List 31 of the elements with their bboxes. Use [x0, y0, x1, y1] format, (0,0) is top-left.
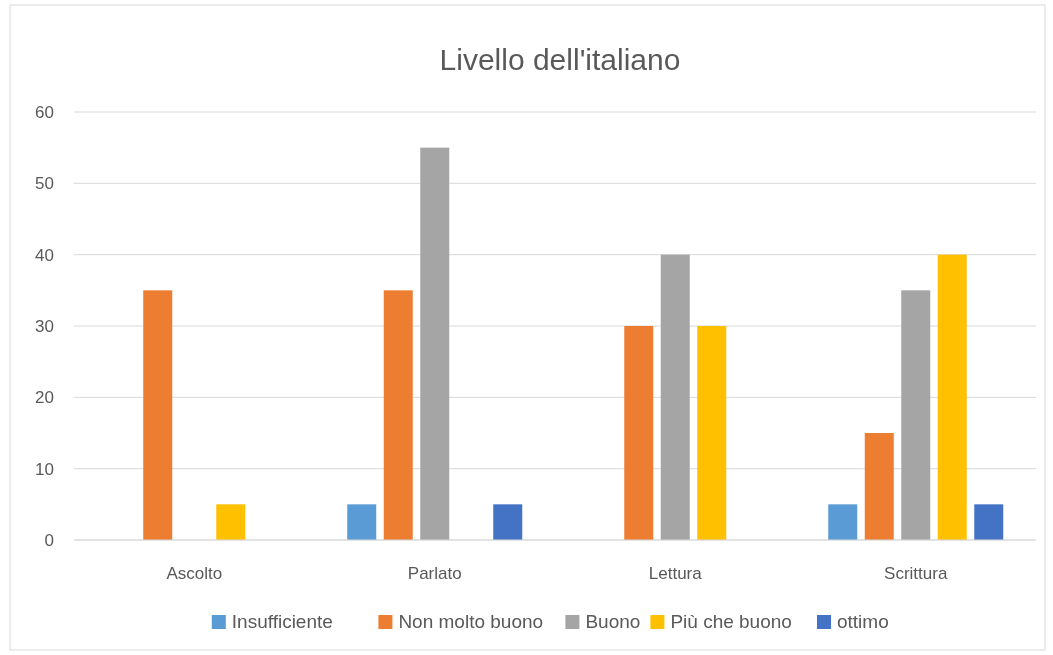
bar — [420, 147, 450, 540]
bar — [697, 326, 727, 540]
bar — [347, 504, 377, 540]
legend-label: Buono — [585, 611, 641, 632]
x-tick-label: Scrittura — [884, 564, 948, 583]
legend-label: Insufficiente — [231, 611, 333, 632]
x-tick-label: Lettura — [648, 564, 703, 583]
legend-label: Non molto buono — [398, 611, 544, 632]
bar — [624, 326, 654, 540]
y-tick-label: 10 — [35, 459, 54, 479]
bar — [660, 254, 690, 540]
x-tick-label: Ascolto — [166, 564, 223, 583]
bar — [493, 504, 523, 540]
bar — [143, 290, 173, 540]
bar — [864, 433, 894, 540]
bar — [828, 504, 858, 540]
y-tick-label: 20 — [35, 388, 54, 408]
y-tick-label: 50 — [35, 174, 54, 194]
y-tick-label: 40 — [35, 245, 54, 265]
bar — [216, 504, 246, 540]
legend-label: ottimo — [837, 611, 889, 632]
y-tick-label: 0 — [44, 531, 54, 550]
bar — [974, 504, 1004, 540]
bar — [383, 290, 413, 540]
y-tick-label: 30 — [35, 317, 54, 336]
legend-label: Più che buono — [670, 611, 792, 632]
chart-title: Livello dell'italiano — [439, 43, 681, 76]
y-tick-label: 60 — [35, 103, 54, 122]
x-tick-label: Parlato — [407, 564, 462, 583]
bar — [901, 290, 931, 540]
bar — [937, 254, 967, 540]
